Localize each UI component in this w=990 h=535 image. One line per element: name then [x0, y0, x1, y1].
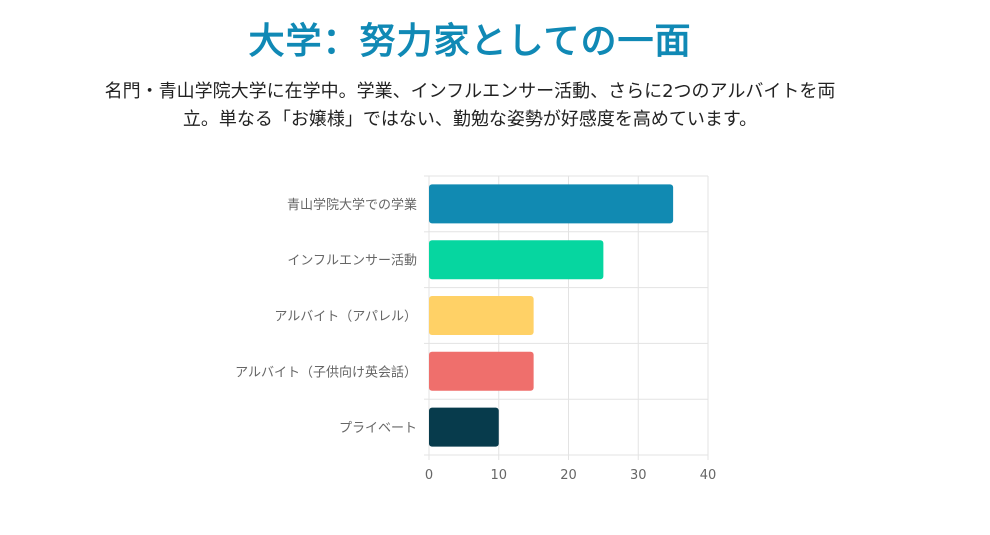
bar	[429, 184, 674, 224]
page-title: 大学：努力家としての一面	[248, 21, 692, 62]
x-tick-label: 40	[700, 468, 717, 483]
category-label: アルバイト（子供向け英会話）	[235, 364, 417, 380]
category-label: プライベート	[339, 421, 417, 436]
category-label: インフルエンサー活動	[287, 254, 417, 269]
x-tick-label: 0	[425, 468, 433, 483]
bar	[429, 296, 534, 335]
bar	[429, 407, 499, 447]
category-label: 青山学院大学での学業	[287, 197, 417, 213]
x-tick-label: 10	[490, 468, 507, 483]
category-label: アルバイト（アパレル）	[274, 310, 417, 325]
bar	[429, 351, 534, 391]
intro-paragraph: 名門・青山学院大学に在学中。学業、インフルエンサー活動、さらに2つのアルバイトを…	[104, 81, 836, 130]
bar	[429, 240, 604, 280]
x-tick-label: 30	[630, 468, 647, 483]
x-tick-label: 20	[560, 468, 577, 483]
